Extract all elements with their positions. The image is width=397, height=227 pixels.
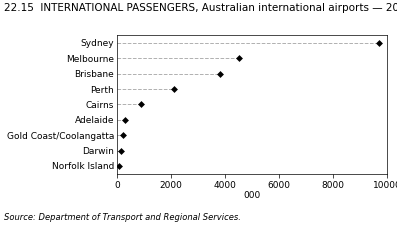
Text: Source: Department of Transport and Regional Services.: Source: Department of Transport and Regi… [4,213,241,222]
X-axis label: 000: 000 [243,191,261,200]
Text: 22.15  INTERNATIONAL PASSENGERS, Australian international airports — 2005: 22.15 INTERNATIONAL PASSENGERS, Australi… [4,3,397,13]
